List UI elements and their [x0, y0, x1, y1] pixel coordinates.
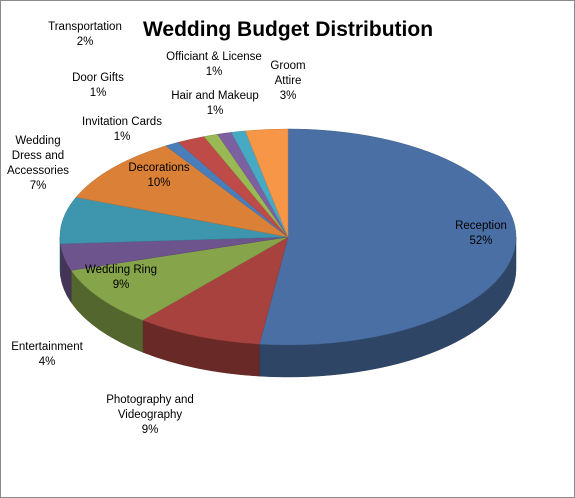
pie-slice-decorations — [75, 145, 289, 238]
label-decorations: Decorations 10% — [128, 162, 190, 189]
pie-slice-photography-and-videography — [142, 236, 289, 345]
chart-title: Wedding Budget Distribution — [143, 18, 433, 41]
pie-labels: Reception 52% Photography and Videography 9%… — [7, 21, 507, 436]
label-transportation: Transportation 2% — [48, 21, 122, 48]
label-photography-and-videography: Photography and Videography 9% — [106, 394, 194, 436]
label-hair-and-makeup: Hair and Makeup 1% — [171, 90, 259, 117]
pie-slice-groom-attire — [244, 128, 289, 238]
label-door-gifts: Door Gifts 1% — [72, 72, 124, 99]
pie-slice-reception — [259, 128, 517, 346]
label-groom-attire: Groom Attire 3% — [270, 60, 305, 102]
label-officiant-license: Officiant & License 1% — [166, 51, 262, 78]
pie-slices — [59, 128, 517, 378]
label-wedding-ring: Wedding Ring 9% — [85, 264, 157, 291]
label-invitation-cards: Invitation Cards 1% — [82, 116, 162, 143]
label-wedding-dress-and-accessories: Wedding Dress and Accessories 7% — [7, 135, 69, 192]
pie-slice-wedding-ring — [70, 236, 289, 321]
label-entertainment: Entertainment 4% — [11, 341, 83, 368]
label-reception: Reception 52% — [455, 220, 507, 247]
